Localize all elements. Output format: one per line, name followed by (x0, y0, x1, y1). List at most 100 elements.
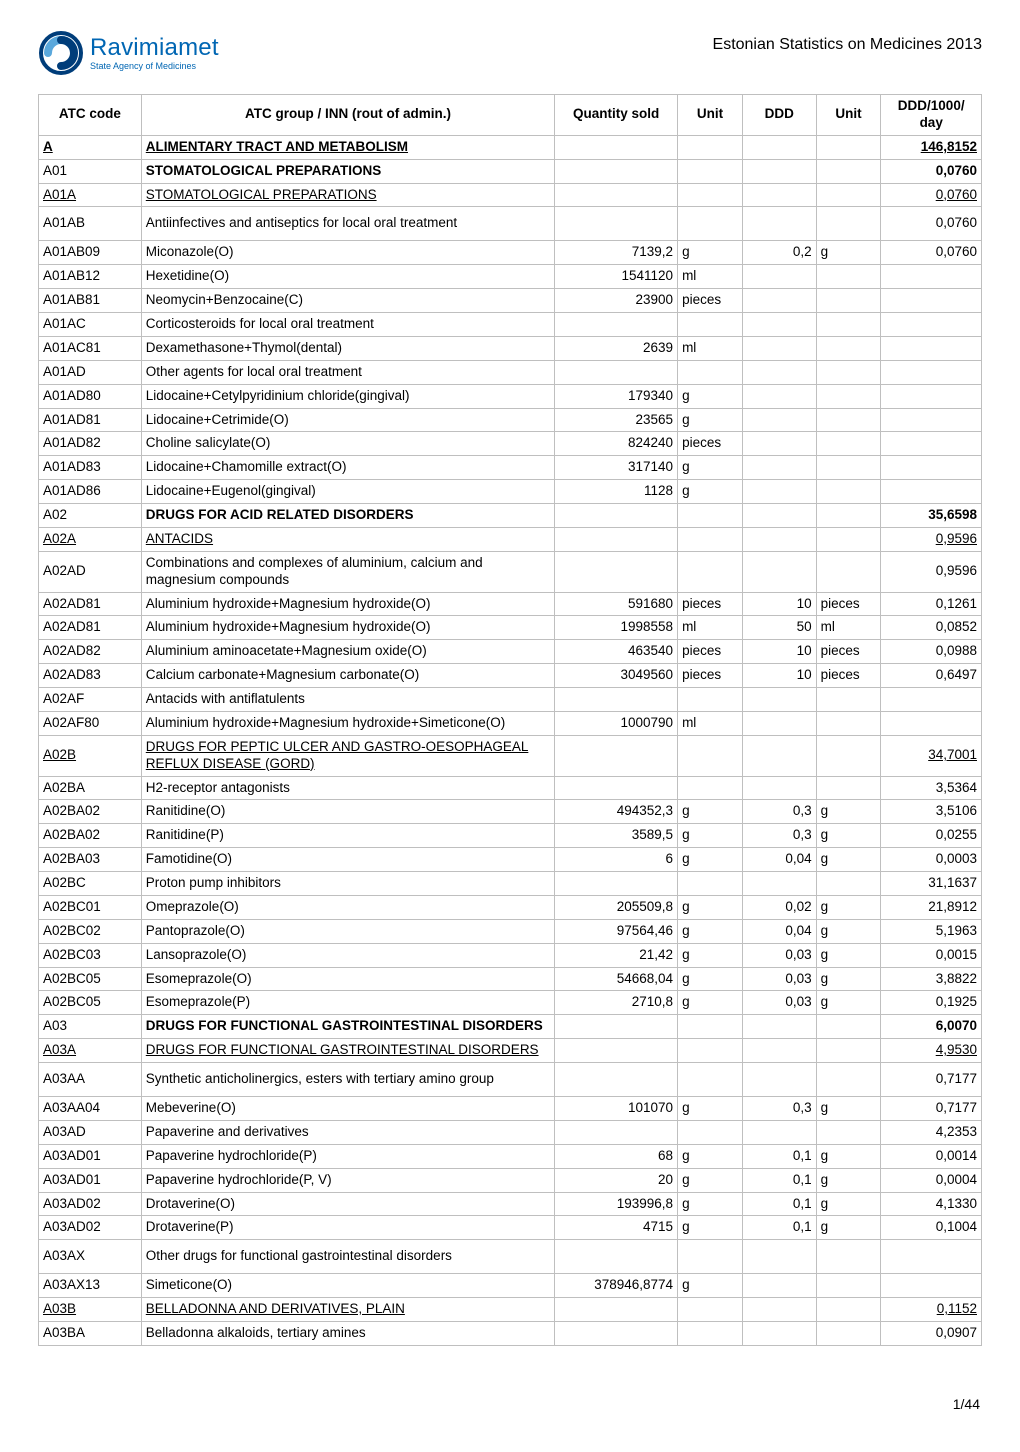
cell-unit2 (816, 360, 881, 384)
cell-ratio: 0,0015 (881, 943, 982, 967)
table-row: A02BDRUGS FOR PEPTIC ULCER AND GASTRO-OE… (39, 735, 982, 776)
cell-unit1 (678, 207, 743, 241)
cell-ddd (742, 527, 816, 551)
cell-ratio (881, 1274, 982, 1298)
col-header-ratio: DDD/1000/ day (881, 95, 982, 136)
cell-qty: 21,42 (555, 943, 678, 967)
cell-unit1: g (678, 824, 743, 848)
cell-unit1: pieces (678, 289, 743, 313)
cell-qty: 68 (555, 1144, 678, 1168)
cell-atc: A01AD81 (39, 408, 142, 432)
cell-unit1: g (678, 1192, 743, 1216)
cell-name: Drotaverine(O) (141, 1192, 554, 1216)
cell-name: Esomeprazole(P) (141, 991, 554, 1015)
cell-name: H2-receptor antagonists (141, 776, 554, 800)
cell-atc: A03AD01 (39, 1144, 142, 1168)
cell-ratio (881, 336, 982, 360)
cell-name: Aluminium hydroxide+Magnesium hydroxide(… (141, 616, 554, 640)
cell-unit2: g (816, 848, 881, 872)
cell-name: Aluminium aminoacetate+Magnesium oxide(O… (141, 640, 554, 664)
cell-unit2 (816, 688, 881, 712)
cell-unit1: pieces (678, 432, 743, 456)
cell-name: Aluminium hydroxide+Magnesium hydroxide(… (141, 592, 554, 616)
cell-unit1 (678, 1015, 743, 1039)
cell-unit2: g (816, 800, 881, 824)
cell-ddd (742, 735, 816, 776)
cell-unit2: g (816, 991, 881, 1015)
cell-ratio (881, 688, 982, 712)
table-row: A01ADOther agents for local oral treatme… (39, 360, 982, 384)
table-row: A02AANTACIDS0,9596 (39, 527, 982, 551)
cell-atc: A03AD02 (39, 1216, 142, 1240)
cell-unit1: g (678, 1216, 743, 1240)
cell-unit1: g (678, 480, 743, 504)
cell-ddd: 0,3 (742, 800, 816, 824)
cell-name: Lidocaine+Cetrimide(O) (141, 408, 554, 432)
cell-atc: A02AD (39, 551, 142, 592)
table-row: A01AD82Choline salicylate(O)824240pieces (39, 432, 982, 456)
table-row: A03ADRUGS FOR FUNCTIONAL GASTROINTESTINA… (39, 1039, 982, 1063)
cell-qty: 494352,3 (555, 800, 678, 824)
table-row: A01ASTOMATOLOGICAL PREPARATIONS0,0760 (39, 183, 982, 207)
cell-ddd: 0,1 (742, 1144, 816, 1168)
cell-ratio: 3,5364 (881, 776, 982, 800)
table-row: A01AD81Lidocaine+Cetrimide(O)23565g (39, 408, 982, 432)
cell-ratio: 4,2353 (881, 1120, 982, 1144)
cell-unit1 (678, 135, 743, 159)
cell-ddd: 0,1 (742, 1216, 816, 1240)
cell-ratio (881, 456, 982, 480)
cell-atc: A02BC01 (39, 895, 142, 919)
table-row: A01ABAntiinfectives and antiseptics for … (39, 207, 982, 241)
cell-name: Papaverine and derivatives (141, 1120, 554, 1144)
cell-atc: A03AX13 (39, 1274, 142, 1298)
cell-ddd: 0,02 (742, 895, 816, 919)
cell-qty: 3589,5 (555, 824, 678, 848)
cell-atc: A02BA03 (39, 848, 142, 872)
cell-unit2: pieces (816, 640, 881, 664)
cell-ratio: 0,6497 (881, 664, 982, 688)
cell-unit2 (816, 313, 881, 337)
cell-unit1: ml (678, 265, 743, 289)
cell-qty: 6 (555, 848, 678, 872)
cell-ddd (742, 1063, 816, 1097)
cell-unit2 (816, 1298, 881, 1322)
cell-atc: A02BC05 (39, 991, 142, 1015)
cell-ddd: 0,03 (742, 991, 816, 1015)
table-row: A02BAH2-receptor antagonists3,5364 (39, 776, 982, 800)
page-number: 1/44 (38, 1396, 982, 1412)
cell-ddd: 0,3 (742, 824, 816, 848)
cell-name: ALIMENTARY TRACT AND METABOLISM (141, 135, 554, 159)
cell-qty: 463540 (555, 640, 678, 664)
cell-atc: A03 (39, 1015, 142, 1039)
cell-ddd (742, 1039, 816, 1063)
cell-ddd (742, 1015, 816, 1039)
cell-unit2 (816, 711, 881, 735)
cell-ddd (742, 504, 816, 528)
cell-unit1 (678, 504, 743, 528)
cell-qty: 3049560 (555, 664, 678, 688)
cell-atc: A02AD81 (39, 592, 142, 616)
cell-qty: 591680 (555, 592, 678, 616)
cell-unit2: g (816, 943, 881, 967)
cell-qty: 4715 (555, 1216, 678, 1240)
cell-unit1: g (678, 943, 743, 967)
table-row: A02AD81Aluminium hydroxide+Magnesium hyd… (39, 616, 982, 640)
table-row: A02AD82Aluminium aminoacetate+Magnesium … (39, 640, 982, 664)
cell-atc: A03AD (39, 1120, 142, 1144)
cell-unit1: g (678, 1144, 743, 1168)
cell-name: Neomycin+Benzocaine(C) (141, 289, 554, 313)
cell-unit1: g (678, 991, 743, 1015)
cell-unit2: g (816, 1192, 881, 1216)
cell-unit1 (678, 1298, 743, 1322)
cell-ddd: 0,3 (742, 1097, 816, 1121)
table-row: A02AD81Aluminium hydroxide+Magnesium hyd… (39, 592, 982, 616)
cell-atc: A01AC81 (39, 336, 142, 360)
cell-unit2: pieces (816, 592, 881, 616)
cell-ratio (881, 432, 982, 456)
cell-qty (555, 1063, 678, 1097)
cell-ratio: 0,9596 (881, 551, 982, 592)
cell-ratio: 0,0852 (881, 616, 982, 640)
cell-name: STOMATOLOGICAL PREPARATIONS (141, 159, 554, 183)
cell-name: Papaverine hydrochloride(P, V) (141, 1168, 554, 1192)
cell-ratio: 146,8152 (881, 135, 982, 159)
